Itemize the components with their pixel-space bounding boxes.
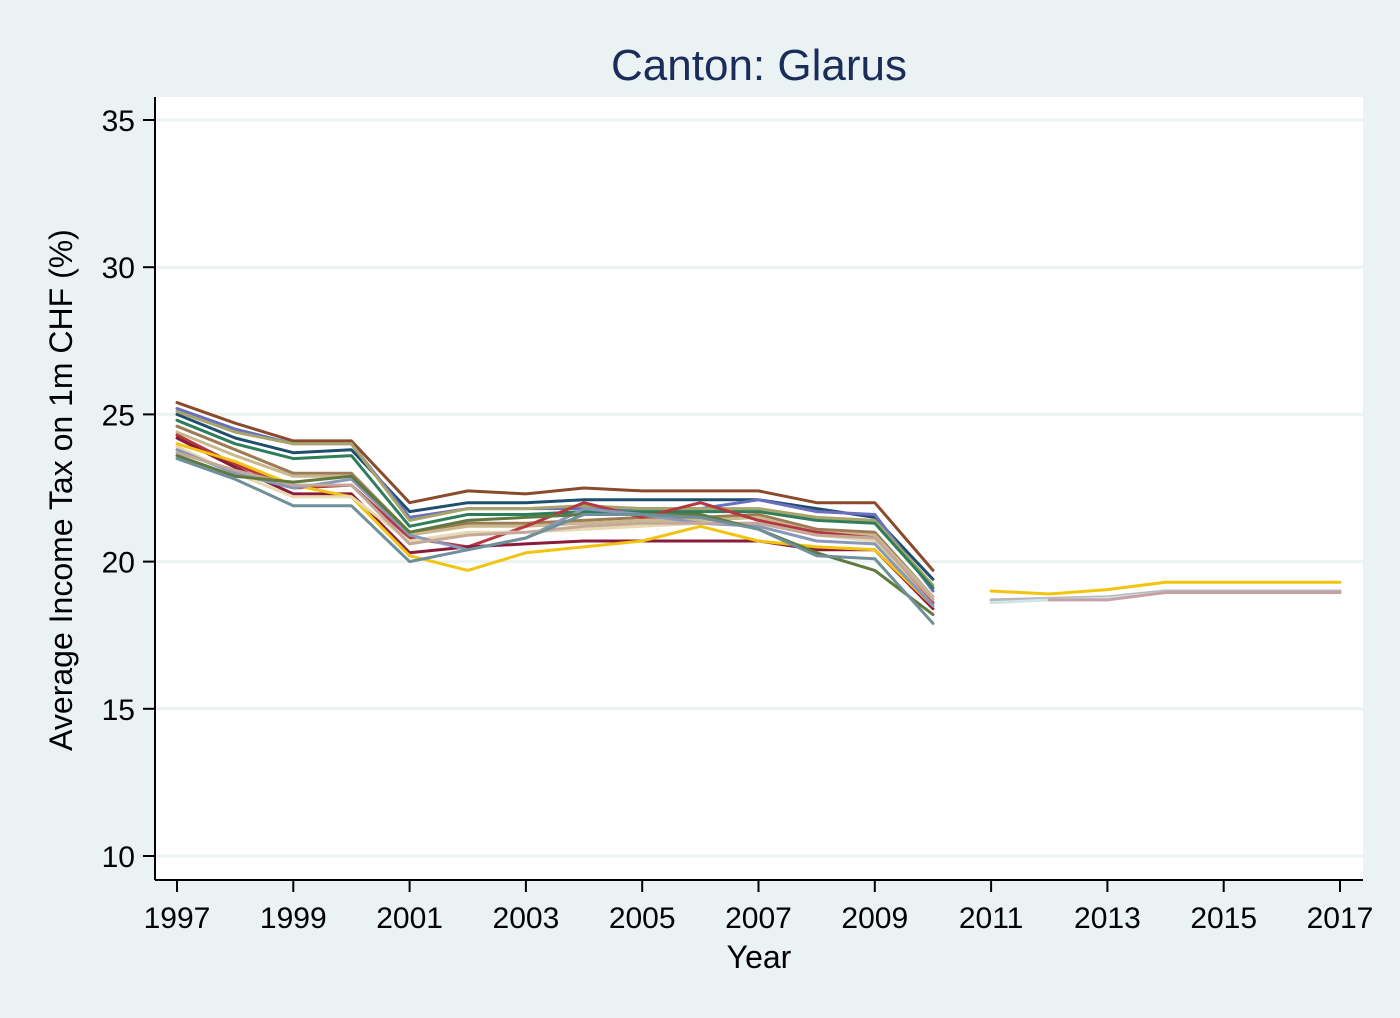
series-line-1 [175, 401, 935, 572]
y-tick-label: 30 [102, 252, 135, 285]
series-line-4 [175, 410, 935, 587]
series-group [175, 401, 1342, 625]
series-line-14 [175, 454, 935, 617]
x-tick-label: 2017 [1307, 902, 1374, 935]
x-tick-label: 1997 [144, 902, 211, 935]
x-axis-ticks: 1997 1999 2001 2003 2005 2007 2009 2011 2013 2015… [144, 880, 1374, 935]
series-line-16 [989, 580, 1342, 596]
y-tick-label: 20 [102, 547, 135, 580]
y-tick-label: 35 [102, 105, 135, 138]
x-tick-label: 2001 [376, 902, 443, 935]
x-tick-label: 1999 [260, 902, 327, 935]
chart-title: Canton: Glarus [611, 41, 907, 90]
x-tick-label: 2005 [609, 902, 676, 935]
series-line-2 [175, 412, 935, 581]
series-line-13 [175, 451, 935, 602]
x-tick-label: 2011 [959, 902, 1024, 935]
y-tick-label: 15 [102, 694, 135, 727]
y-tick-label: 10 [102, 841, 135, 874]
series-line-19 [1047, 591, 1342, 602]
x-tick-label: 2007 [725, 902, 792, 935]
y-tick-label: 25 [102, 399, 135, 432]
x-tick-label: 2003 [493, 902, 560, 935]
x-tick-label: 2009 [841, 902, 908, 935]
y-axis-label: Average Income Tax on 1m CHF (%) [43, 229, 79, 751]
x-tick-label: 2015 [1190, 902, 1257, 935]
plot-area [155, 97, 1363, 880]
grid-lines [157, 118, 1363, 858]
x-tick-label: 2013 [1074, 902, 1141, 935]
x-axis-label: Year [727, 939, 792, 975]
series-line-15 [175, 457, 935, 625]
y-axis-ticks: 10 15 20 25 30 35 [102, 105, 155, 874]
